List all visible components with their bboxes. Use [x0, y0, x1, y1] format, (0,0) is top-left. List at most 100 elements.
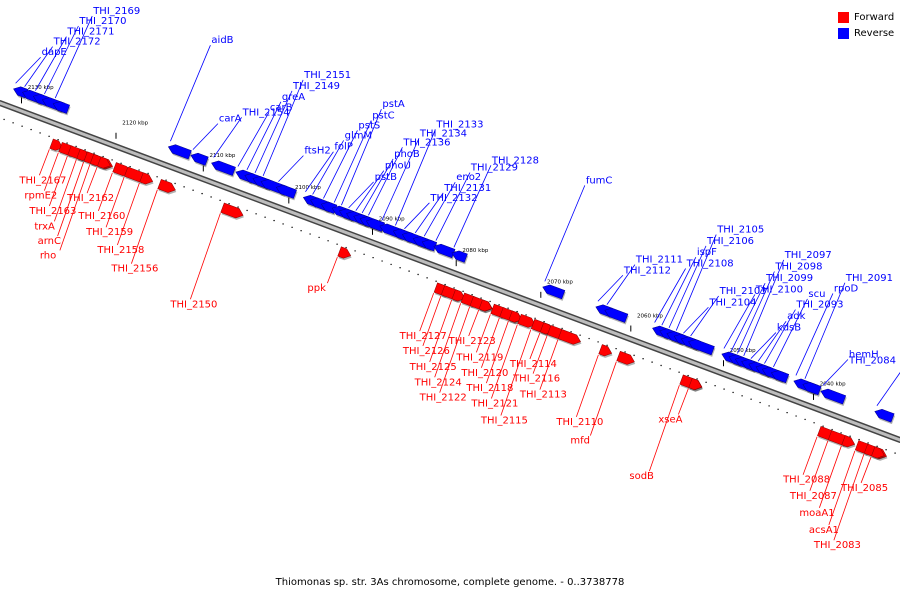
- ruler-dot: [354, 250, 356, 252]
- ruler-dot: [444, 283, 446, 286]
- reverse-gene-label: THI_2129: [470, 163, 518, 174]
- forward-gene-thi_2156: [157, 179, 177, 195]
- forward-gene-label: THI_2127: [399, 331, 447, 342]
- forward-gene-label: ppk: [307, 283, 326, 294]
- forward-gene-leader: [481, 317, 500, 368]
- ruler-dot: [57, 139, 59, 141]
- forward-gene-label: THI_2159: [85, 227, 133, 238]
- ruler-dot: [336, 243, 338, 245]
- ruler-dot: [624, 351, 626, 353]
- ruler-dot: [714, 385, 716, 387]
- forward-gene-label: THI_2156: [110, 264, 158, 275]
- forward-gene-thi_2123: [478, 299, 493, 314]
- reverse-gene-label: THI_2091: [845, 273, 893, 284]
- forward-gene-labels: THI_2167 rpmE2 THI_2163 trxA arnC rho THI_2162…: [18, 149, 888, 551]
- reverse-gene-label: folP: [334, 142, 352, 153]
- reverse-gene-leader: [323, 130, 358, 199]
- forward-gene-leader: [860, 456, 872, 484]
- ruler-dot: [111, 159, 113, 161]
- reverse-gene-psts: [320, 201, 338, 216]
- forward-gene-thi_2150: [220, 202, 244, 220]
- forward-gene-label: THI_2150: [169, 299, 217, 310]
- ruler-dot: [228, 203, 230, 205]
- forward-gene-leader: [49, 155, 68, 207]
- ruler-dot: [867, 442, 869, 444]
- reverse-gene-label: phoB: [394, 149, 420, 160]
- ruler-dot: [93, 152, 95, 154]
- reverse-gene-leader: [54, 15, 93, 99]
- reverse-gene-leader: [333, 120, 372, 203]
- reverse-gene-label: THI_2169: [92, 6, 140, 17]
- reverse-gene-label: THI_2103: [719, 286, 767, 297]
- reverse-gene-label: carB: [270, 102, 293, 113]
- reverse-gene-eno2: [421, 239, 438, 253]
- ruler-dot: [84, 149, 86, 151]
- ruler-dot: [651, 361, 653, 363]
- reverse-gene-leader: [750, 332, 777, 359]
- ruler-dot: [120, 162, 122, 164]
- ruler-tick-label: 2070 kbp: [547, 280, 573, 286]
- reverse-gene-label: THI_2108: [686, 258, 734, 269]
- forward-gene-leader: [327, 256, 338, 284]
- forward-swatch: [838, 11, 849, 23]
- forward-gene-label: sodB: [629, 471, 654, 482]
- reverse-gene-ftsh2: [275, 184, 298, 201]
- forward-gene-label: THI_2087: [789, 491, 837, 502]
- ruler-dot: [381, 260, 383, 262]
- reverse-gene-leader: [723, 294, 756, 349]
- forward-gene-leader: [429, 299, 453, 363]
- reverse-gene-leader: [757, 321, 787, 362]
- forward-gene-leader: [422, 295, 442, 346]
- reverse-gene-leader: [312, 140, 344, 195]
- ruler-dot: [201, 192, 203, 195]
- forward-gene-leader: [117, 182, 140, 246]
- reverse-gene-label: THI_2133: [435, 119, 483, 130]
- forward-gene-label: THI_2158: [96, 245, 144, 256]
- ruler-dot: [534, 317, 536, 320]
- legend-forward-label: Forward: [854, 11, 895, 23]
- forward-gene-label: THI_2113: [519, 390, 567, 401]
- forward-gene-label: THI_2123: [448, 336, 496, 347]
- forward-gene-leader: [529, 332, 541, 360]
- reverse-gene-label: THI_2171: [66, 27, 114, 38]
- ruler-dot: [21, 125, 23, 127]
- reverse-gene-label: THI_2084: [848, 356, 896, 367]
- reverse-gene-leader: [246, 101, 282, 171]
- ruler-dot: [372, 256, 374, 259]
- forward-gene-leader: [828, 450, 856, 526]
- forward-gene-leader: [39, 149, 50, 176]
- ruler-dot: [615, 347, 617, 350]
- reverse-gene-leader: [170, 45, 211, 142]
- ruler-dot: [885, 449, 887, 451]
- ruler-dot: [129, 165, 131, 168]
- reverse-gene-leader: [44, 25, 79, 95]
- forward-gene-leader: [54, 159, 77, 222]
- reverse-gene-leader: [730, 282, 766, 352]
- ruler-dot: [804, 418, 806, 421]
- forward-gene-label: THI_2110: [555, 417, 603, 428]
- ruler-dot: [561, 327, 563, 330]
- forward-gene-leader: [486, 320, 509, 384]
- reverse-gene-leader: [544, 185, 586, 282]
- ruler-dot: [399, 267, 401, 269]
- reverse-gene-label: THI_2172: [53, 37, 101, 48]
- forward-gene-label: rpmE2: [24, 191, 57, 202]
- reverse-gene-label: THI_2136: [402, 137, 450, 148]
- ruler-dot: [453, 287, 455, 289]
- ruler-dot: [3, 118, 5, 121]
- ruler-dot: [822, 425, 824, 427]
- forward-gene-leader: [590, 361, 617, 436]
- reverse-gene-leader: [822, 359, 849, 386]
- reverse-gene-label: hemH: [849, 350, 879, 361]
- forward-gene-leader: [434, 303, 462, 378]
- ruler-tick-label: 2050 kbp: [730, 348, 756, 354]
- ruler-dot: [462, 290, 464, 293]
- forward-gene-leader: [476, 314, 491, 353]
- forward-gene-thi_2085: [871, 446, 886, 461]
- reverse-gene-leader: [192, 123, 219, 150]
- ruler-dot: [498, 304, 500, 306]
- forward-gene-label: THI_2083: [813, 540, 861, 551]
- reverse-gene-leader: [15, 56, 41, 84]
- forward-gene-label: THI_2163: [28, 206, 76, 217]
